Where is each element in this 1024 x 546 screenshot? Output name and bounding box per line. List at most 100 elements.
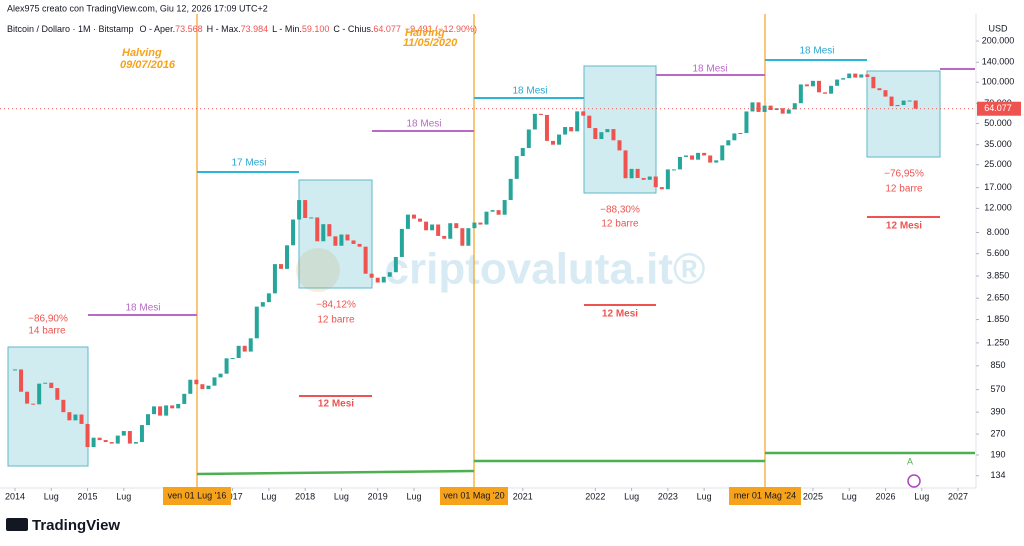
candle bbox=[889, 96, 894, 107]
candle bbox=[418, 218, 423, 222]
candle bbox=[907, 100, 912, 102]
candle bbox=[170, 405, 175, 409]
y-tick-label: 100.000 bbox=[982, 77, 1015, 87]
badge-label: ven 01 Lug '16 bbox=[168, 490, 227, 500]
candle bbox=[230, 357, 235, 359]
candle bbox=[593, 128, 598, 140]
y-tick-label: 12.000 bbox=[984, 203, 1012, 213]
candle bbox=[738, 133, 743, 135]
candle bbox=[79, 414, 84, 424]
candle bbox=[810, 80, 815, 87]
candle bbox=[13, 369, 17, 371]
candle bbox=[25, 391, 30, 404]
badge-label: ven 01 Mag '20 bbox=[443, 490, 504, 500]
candle bbox=[55, 388, 60, 400]
logo[interactable]: TradingView bbox=[32, 517, 120, 534]
candle bbox=[520, 148, 525, 157]
halving-label: Halving bbox=[405, 27, 445, 39]
badge bbox=[163, 487, 231, 505]
x-tick-label: 2014 bbox=[5, 491, 25, 501]
candle bbox=[611, 129, 616, 141]
halving-date: 09/07/2016 bbox=[120, 59, 176, 71]
candle bbox=[532, 113, 537, 130]
candle bbox=[563, 127, 568, 135]
candle bbox=[478, 222, 483, 225]
candle bbox=[363, 246, 368, 274]
candle bbox=[677, 156, 682, 170]
candle bbox=[224, 358, 229, 374]
candle bbox=[339, 234, 344, 246]
candle bbox=[188, 379, 193, 394]
candle bbox=[67, 412, 72, 421]
drawdown-box bbox=[866, 70, 941, 158]
candle bbox=[19, 369, 24, 392]
candle bbox=[635, 168, 640, 178]
y-tick-label: 35.000 bbox=[984, 139, 1012, 149]
candle bbox=[242, 345, 247, 352]
candle bbox=[744, 111, 749, 134]
candle bbox=[248, 338, 253, 352]
duration-label: 17 Mesi bbox=[231, 158, 266, 169]
candle bbox=[659, 187, 664, 190]
alert-label: A bbox=[907, 456, 913, 466]
candle bbox=[768, 105, 773, 111]
candle bbox=[702, 152, 707, 156]
candle bbox=[508, 178, 513, 201]
x-tick-label: 2018 bbox=[295, 491, 315, 501]
duration-label: 18 Mesi bbox=[512, 86, 547, 97]
drawdown-labels: −86,90% 14 barre −84,12% 12 barre −88,30… bbox=[28, 46, 924, 467]
badges: ven 01 Lug '16 ven 01 Mag '20 mer 01 Mag… bbox=[163, 487, 801, 505]
candle bbox=[641, 177, 646, 180]
candle bbox=[829, 85, 834, 94]
candle bbox=[176, 403, 181, 409]
y-tick-label: 570 bbox=[990, 384, 1005, 394]
candle bbox=[581, 111, 586, 116]
candle bbox=[551, 140, 556, 145]
symbol: Bitcoin / Dollaro · 1M · Bitstamp bbox=[7, 24, 134, 34]
candle bbox=[206, 385, 211, 390]
candle bbox=[575, 111, 580, 132]
candle bbox=[430, 224, 435, 231]
candle bbox=[696, 152, 701, 160]
candle bbox=[158, 406, 163, 416]
halving-label: Halving bbox=[122, 47, 162, 59]
halving-lines bbox=[196, 14, 766, 488]
duration-label: 18 Mesi bbox=[406, 119, 441, 130]
candle bbox=[617, 140, 622, 151]
candle bbox=[816, 80, 821, 93]
duration-lines bbox=[88, 59, 975, 476]
candle bbox=[750, 102, 755, 112]
candle bbox=[714, 160, 719, 163]
cycle-line bbox=[196, 469, 475, 476]
candle bbox=[272, 264, 277, 294]
candle bbox=[31, 403, 36, 405]
candle bbox=[303, 200, 308, 219]
candle bbox=[333, 236, 338, 246]
candle bbox=[375, 277, 380, 283]
y-tick-label: 2.650 bbox=[987, 293, 1010, 303]
candle bbox=[683, 155, 688, 157]
candle bbox=[448, 223, 453, 239]
candle bbox=[653, 176, 658, 188]
ohlc-label: L - Min. bbox=[272, 24, 302, 34]
x-tick-label: Lug bbox=[334, 491, 349, 501]
candle bbox=[726, 140, 731, 146]
candle bbox=[345, 234, 350, 241]
y-tick-label: 190 bbox=[990, 449, 1005, 459]
y-tick-label: 3.850 bbox=[987, 270, 1010, 280]
candle bbox=[133, 442, 138, 444]
candle bbox=[484, 211, 489, 225]
candle bbox=[823, 92, 828, 94]
x-tick-label: 2019 bbox=[368, 491, 388, 501]
candle bbox=[236, 345, 241, 358]
alert-icon[interactable] bbox=[907, 474, 921, 488]
candle bbox=[115, 435, 120, 444]
candle bbox=[266, 293, 271, 303]
candle bbox=[357, 243, 362, 247]
candle bbox=[647, 176, 652, 180]
y-tick-label: 8.000 bbox=[987, 227, 1010, 237]
candle bbox=[43, 382, 48, 384]
candle bbox=[835, 79, 840, 86]
halving-date: 11/05/2020 bbox=[403, 37, 458, 49]
